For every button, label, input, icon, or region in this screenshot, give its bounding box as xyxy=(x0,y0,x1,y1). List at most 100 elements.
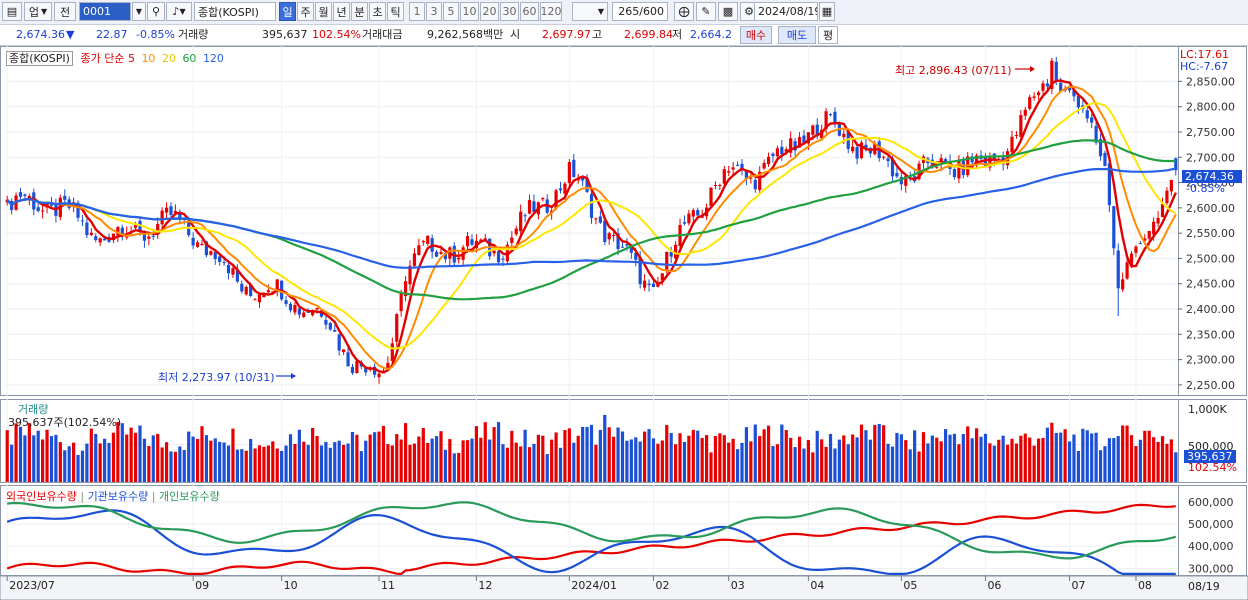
volume-bar xyxy=(952,433,957,482)
volume-bar xyxy=(125,434,129,482)
volume-bar xyxy=(944,429,948,482)
period-dropdown[interactable]: ▼ xyxy=(572,2,608,21)
volume-bar xyxy=(917,451,921,482)
interval-button-60[interactable]: 60 xyxy=(520,2,539,21)
volume-bar xyxy=(948,434,952,482)
sell-label: 매도 xyxy=(786,29,808,42)
candle-body xyxy=(744,170,749,179)
volume-last-tag: 395,637 xyxy=(1184,450,1236,463)
layout-icon[interactable]: ▤ xyxy=(2,2,22,21)
volume-bar xyxy=(89,428,93,482)
code-value: 0001 xyxy=(83,5,111,18)
volume-bar xyxy=(1054,432,1058,482)
compare-icon[interactable]: ▩ xyxy=(718,2,738,21)
volume-bar xyxy=(837,439,841,482)
market-selector[interactable]: 업 ▼ xyxy=(24,2,52,21)
interval-button-10[interactable]: 10 xyxy=(460,2,479,21)
candle-body xyxy=(1129,253,1134,266)
candle-body xyxy=(496,251,501,263)
volume-bar xyxy=(1076,450,1081,482)
volume-bar xyxy=(319,445,324,482)
volume-bar xyxy=(687,435,691,482)
volume-bar xyxy=(523,429,527,482)
crosshair-icon[interactable]: ⨁ xyxy=(674,2,694,21)
volume-bar xyxy=(297,429,301,482)
volume-bar xyxy=(488,439,492,482)
volume-bar xyxy=(1090,433,1094,482)
candle-body xyxy=(802,135,806,144)
volume-bar xyxy=(567,428,571,482)
volume-bar xyxy=(235,449,239,482)
code-dropdown-button[interactable]: ▼ xyxy=(132,2,146,21)
period-button-2[interactable]: 월 xyxy=(315,2,332,21)
candle-body xyxy=(125,233,129,238)
prev-selector[interactable]: 전 xyxy=(54,2,76,21)
candle-body xyxy=(709,187,713,206)
period-button-4[interactable]: 분 xyxy=(351,2,368,21)
candle-body xyxy=(403,281,408,297)
interval-button-20[interactable]: 20 xyxy=(480,2,499,21)
sell-button[interactable]: 매도 xyxy=(778,26,816,44)
index-name-field[interactable]: 종합(KOSPI) xyxy=(194,2,276,21)
volume-bar xyxy=(45,429,49,482)
interval-button-120[interactable]: 120 xyxy=(540,2,562,21)
interval-button-3[interactable]: 3 xyxy=(426,2,442,21)
search-icon[interactable]: ⚲ xyxy=(147,2,165,21)
candle-body xyxy=(913,176,917,182)
candle-body xyxy=(271,291,275,293)
candle-body xyxy=(1174,158,1178,171)
interval-button-5[interactable]: 5 xyxy=(443,2,459,21)
volume-bar xyxy=(359,451,363,482)
volume-bar xyxy=(412,443,417,482)
period-button-0[interactable]: 일 xyxy=(279,2,296,21)
price-tick-label: 2,350.00 xyxy=(1186,328,1235,341)
candle-body xyxy=(138,220,142,232)
price-tick-label: 2,700.00 xyxy=(1186,151,1235,164)
volume-last-pct-tag: 102.54% xyxy=(1188,461,1237,474)
period-button-5[interactable]: 초 xyxy=(369,2,386,21)
candle-body xyxy=(1032,96,1036,98)
calendar-icon[interactable]: ▦ xyxy=(819,2,835,21)
candle-body xyxy=(195,242,200,247)
volume-bar xyxy=(257,445,262,482)
buy-button[interactable]: 매수 xyxy=(740,26,772,44)
price-tick-label: 2,300.00 xyxy=(1186,354,1235,367)
volume-bar xyxy=(519,446,523,482)
draw-tool-icon[interactable]: ✎ xyxy=(696,2,716,21)
open-value: 2,697.97 xyxy=(542,28,591,41)
candle-body xyxy=(1098,139,1103,157)
volume-bar xyxy=(262,446,266,482)
candle-body xyxy=(948,161,952,169)
holdings-line-1 xyxy=(6,509,1176,575)
eval-button[interactable]: 평 xyxy=(818,26,838,44)
volume-bar xyxy=(651,438,656,482)
period-button-1[interactable]: 주 xyxy=(297,2,314,21)
interval-button-1[interactable]: 1 xyxy=(409,2,425,21)
volume-bar xyxy=(457,452,461,482)
volume-bar xyxy=(448,439,452,482)
candle-body xyxy=(983,156,988,167)
candle-body xyxy=(240,283,244,292)
code-input[interactable]: 0001 xyxy=(79,2,131,21)
period-button-6[interactable]: 틱 xyxy=(387,2,404,21)
date-field[interactable]: 2024/08/19 xyxy=(754,2,818,21)
candle-body xyxy=(935,166,939,168)
candle-body xyxy=(315,307,319,310)
volume-bar xyxy=(939,441,943,482)
volume-bar xyxy=(784,430,788,482)
volume-bar xyxy=(1005,444,1010,482)
holdings-tick-label: 300,000 xyxy=(1188,562,1234,575)
month-label: 2024/01 xyxy=(571,579,617,592)
interval-button-30[interactable]: 30 xyxy=(500,2,519,21)
count-field[interactable]: 265/600 xyxy=(612,2,668,21)
candle-body xyxy=(1019,115,1023,137)
index-name: 종합(KOSPI) xyxy=(198,5,259,19)
speaker-icon[interactable]: ♪ ▼ xyxy=(166,2,192,21)
volume-bar xyxy=(678,433,682,482)
volume-bar xyxy=(244,450,248,482)
period-button-3[interactable]: 년 xyxy=(333,2,350,21)
volume-bar xyxy=(465,440,470,482)
volume-bar xyxy=(797,436,802,482)
volume-bar xyxy=(275,448,279,482)
